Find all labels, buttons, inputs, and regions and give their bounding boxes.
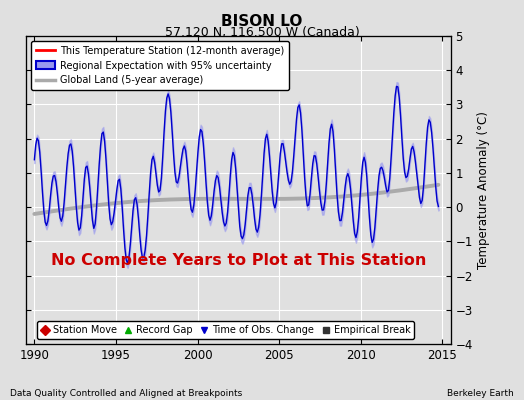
Legend: Station Move, Record Gap, Time of Obs. Change, Empirical Break: Station Move, Record Gap, Time of Obs. C…	[37, 321, 414, 339]
Text: Berkeley Earth: Berkeley Earth	[447, 389, 514, 398]
Y-axis label: Temperature Anomaly (°C): Temperature Anomaly (°C)	[477, 111, 490, 269]
Text: BISON LO: BISON LO	[221, 14, 303, 29]
Text: Data Quality Controlled and Aligned at Breakpoints: Data Quality Controlled and Aligned at B…	[10, 389, 243, 398]
Text: 57.120 N, 116.500 W (Canada): 57.120 N, 116.500 W (Canada)	[165, 26, 359, 39]
Text: No Complete Years to Plot at This Station: No Complete Years to Plot at This Statio…	[51, 253, 426, 268]
